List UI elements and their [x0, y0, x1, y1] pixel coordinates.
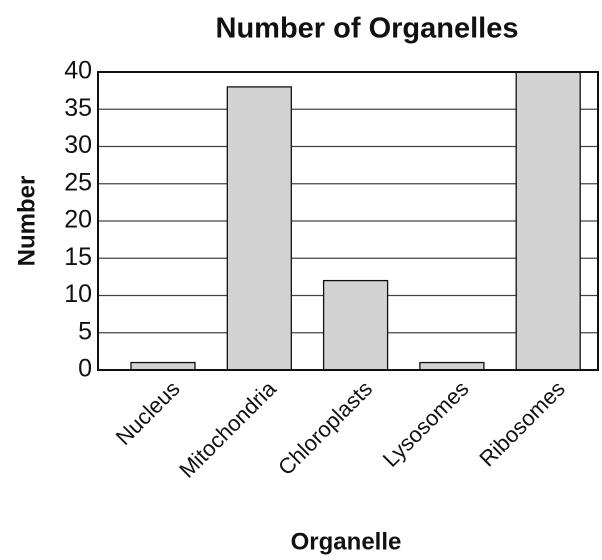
bar [515, 71, 581, 371]
x-tick-label: Nucleus [111, 376, 185, 450]
bar [130, 361, 196, 371]
x-axis-label: Organelle [291, 528, 402, 555]
y-axis-label: Number [13, 176, 40, 267]
y-tick-label: 20 [64, 206, 92, 234]
x-tick-label: Lysosomes [378, 376, 474, 472]
x-tick-label: Ribosomes [474, 376, 569, 471]
plot-frame [97, 71, 599, 371]
chart-title: Number of Organelles [216, 13, 519, 45]
y-tick-label: 15 [64, 243, 92, 271]
bar [226, 86, 292, 371]
y-tick-label: 25 [64, 168, 92, 196]
y-tick-label: 0 [78, 355, 92, 383]
y-tick-label: 40 [64, 57, 92, 85]
x-tick-label: Mitochondria [174, 375, 281, 482]
x-tick-label: Chloroplasts [273, 376, 377, 480]
y-tick-label: 10 [64, 280, 92, 308]
bar [419, 361, 485, 371]
y-tick-label: 30 [64, 131, 92, 159]
y-tick-label: 5 [78, 317, 92, 345]
bar [322, 279, 389, 371]
y-tick-label: 35 [64, 94, 92, 122]
